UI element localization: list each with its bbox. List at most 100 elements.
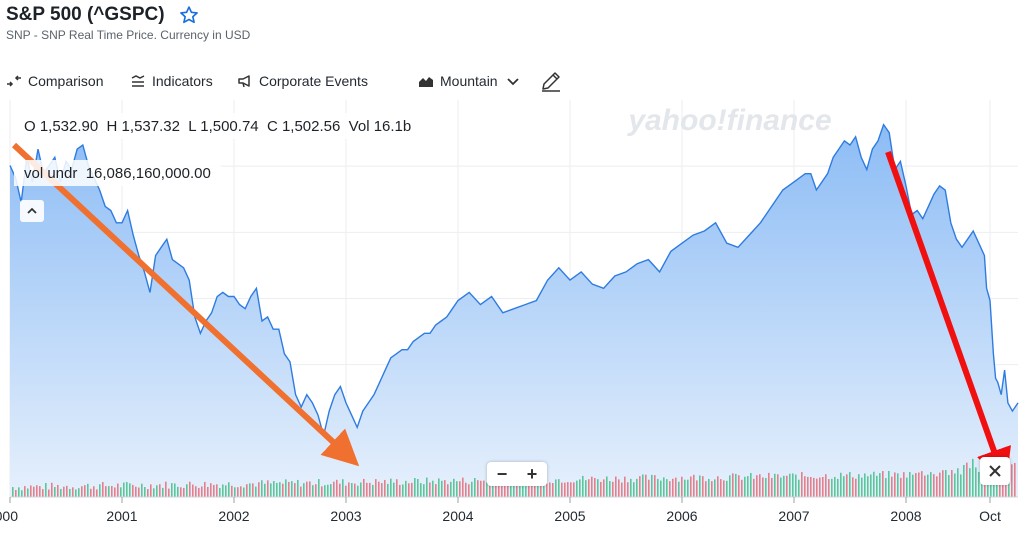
chart-type-dropdown[interactable]: Mountain — [418, 66, 526, 96]
volume-bar — [381, 483, 383, 497]
volume-bar — [18, 487, 20, 497]
volume-bar — [822, 477, 824, 497]
comparison-label: Comparison — [28, 73, 104, 89]
volume-bar — [138, 487, 140, 497]
volume-bar — [348, 482, 350, 497]
volume-bar — [744, 476, 746, 497]
chevron-up-icon — [27, 207, 37, 214]
volume-bar — [648, 479, 650, 497]
volume-bar — [657, 478, 659, 497]
volume-bar — [969, 468, 971, 497]
volume-bar — [93, 486, 95, 497]
volume-bar — [564, 482, 566, 497]
volume-bar — [705, 481, 707, 497]
volume-bar — [288, 481, 290, 497]
volume-bar — [891, 476, 893, 497]
chart-toolbar: Comparison Indicators Corporate Events M… — [0, 66, 1024, 96]
x-tick-label: Oct — [979, 508, 1001, 524]
volume-bar — [450, 481, 452, 497]
page-subtitle: SNP - SNP Real Time Price. Currency in U… — [6, 28, 251, 42]
volume-bar — [963, 464, 965, 497]
collapse-button[interactable] — [20, 200, 44, 222]
volume-bar — [606, 476, 608, 497]
volume-bar — [360, 482, 362, 497]
volume-bar — [618, 479, 620, 497]
volume-bar — [477, 480, 479, 497]
volume-bar — [468, 484, 470, 497]
volume-bar — [159, 484, 161, 497]
volume-bar — [78, 488, 80, 497]
volume-bar — [465, 482, 467, 497]
volume-bar — [741, 479, 743, 497]
volume-bar — [561, 482, 563, 497]
volume-bar — [615, 476, 617, 497]
zoom-in-button[interactable]: + — [526, 463, 538, 484]
volume-bar — [168, 488, 170, 497]
volume-bar — [537, 481, 539, 497]
volume-bar — [894, 472, 896, 497]
volume-bar — [114, 487, 116, 497]
volume-bar — [267, 480, 269, 497]
volume-bar — [675, 477, 677, 497]
comparison-button[interactable]: Comparison — [6, 66, 103, 96]
volume-bar — [342, 479, 344, 497]
volume-bar — [510, 480, 512, 497]
volume-bar — [57, 484, 59, 497]
volume-bar — [282, 483, 284, 497]
volume-bar — [456, 481, 458, 497]
volume-bar — [111, 485, 113, 497]
volume-bar — [792, 473, 794, 497]
star-icon[interactable] — [179, 5, 199, 25]
volume-bar — [678, 481, 680, 497]
volume-bar — [132, 484, 134, 497]
volume-bar — [246, 484, 248, 497]
volume-bar — [396, 479, 398, 497]
volume-bar — [417, 479, 419, 497]
volume-bar — [294, 483, 296, 497]
volume-bar — [84, 485, 86, 497]
volume-bar — [486, 482, 488, 497]
pencil-icon — [542, 72, 560, 92]
volume-bar — [429, 482, 431, 497]
x-tick-label: 2005 — [554, 508, 585, 524]
volume-bar — [285, 479, 287, 497]
volume-bar — [54, 487, 56, 497]
volume-bar — [687, 479, 689, 497]
volume-bar — [840, 472, 842, 497]
volume-bar — [642, 474, 644, 497]
volume-bar — [27, 488, 29, 497]
volume-bar — [12, 487, 14, 497]
volume-bar — [264, 483, 266, 497]
volume-bar — [420, 483, 422, 497]
draw-button[interactable] — [540, 66, 568, 96]
volume-bar — [540, 478, 542, 497]
volume-bar — [897, 473, 899, 497]
volume-bar — [594, 477, 596, 497]
volume-bar — [516, 482, 518, 497]
corporate-events-button[interactable]: Corporate Events — [237, 66, 368, 96]
volume-bar — [807, 476, 809, 497]
volume-bar — [621, 482, 623, 497]
close-button[interactable] — [980, 457, 1010, 485]
volume-bar — [453, 478, 455, 497]
volume-bar — [663, 477, 665, 497]
volume-bar — [588, 479, 590, 497]
volume-bar — [108, 486, 110, 497]
volume-bar — [777, 474, 779, 497]
volume-bar — [213, 484, 215, 497]
volume-bar — [543, 478, 545, 497]
indicators-button[interactable]: Indicators — [130, 66, 213, 96]
volume-bar — [501, 480, 503, 497]
volume-bar — [900, 477, 902, 497]
ohlc-readout: O 1,532.90 H 1,537.32 L 1,500.74 C 1,502… — [14, 113, 422, 139]
zoom-out-button[interactable]: − — [496, 463, 508, 484]
volume-bar — [903, 472, 905, 497]
volume-bar — [672, 478, 674, 497]
volume-bar — [948, 475, 950, 497]
volume-bar — [198, 487, 200, 497]
volume-bar — [15, 490, 17, 497]
title-row: S&P 500 (^GSPC) — [6, 4, 199, 26]
volume-bar — [81, 486, 83, 497]
volume-bar — [120, 487, 122, 497]
